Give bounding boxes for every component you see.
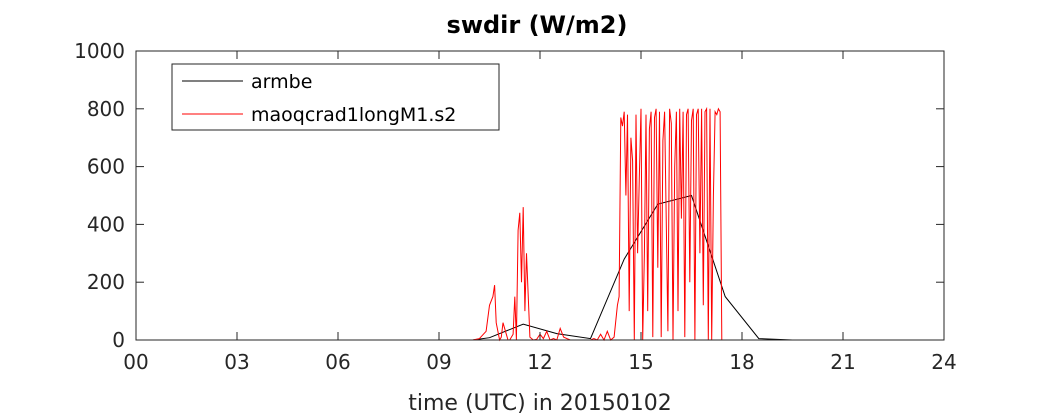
y-tick-label: 600	[87, 155, 125, 179]
legend: armbe maoqcrad1longM1.s2	[171, 63, 500, 131]
ticks-layer: 00 03 06 09 12 15 18 21 24 0 200 400 600 800 1000	[74, 39, 957, 374]
series-layer	[136, 106, 944, 342]
legend-label-armbe: armbe	[251, 71, 312, 93]
y-tick-label: 200	[87, 270, 125, 294]
legend-label-maoqcrad1longM1: maoqcrad1longM1.s2	[251, 104, 456, 126]
x-tick-label: 00	[123, 350, 148, 374]
x-tick-label: 15	[628, 350, 653, 374]
x-tick-label: 21	[830, 350, 855, 374]
legend-box	[171, 63, 500, 131]
x-tick-label: 12	[527, 350, 552, 374]
x-tick-label: 09	[426, 350, 451, 374]
x-tick-label: 06	[325, 350, 350, 374]
series-line-0	[136, 194, 944, 341]
x-tick-label: 24	[931, 350, 956, 374]
x-tick-label: 18	[729, 350, 754, 374]
series-line-1	[136, 106, 944, 342]
y-tick-label: 0	[112, 328, 125, 352]
y-tick-label: 1000	[74, 39, 125, 63]
x-axis-title: time (UTC) in 20150102	[408, 391, 672, 416]
y-tick-label: 800	[87, 97, 125, 121]
chart-title: swdir (W/m2)	[447, 11, 628, 39]
x-tick-label: 03	[224, 350, 249, 374]
y-tick-label: 400	[87, 212, 125, 236]
